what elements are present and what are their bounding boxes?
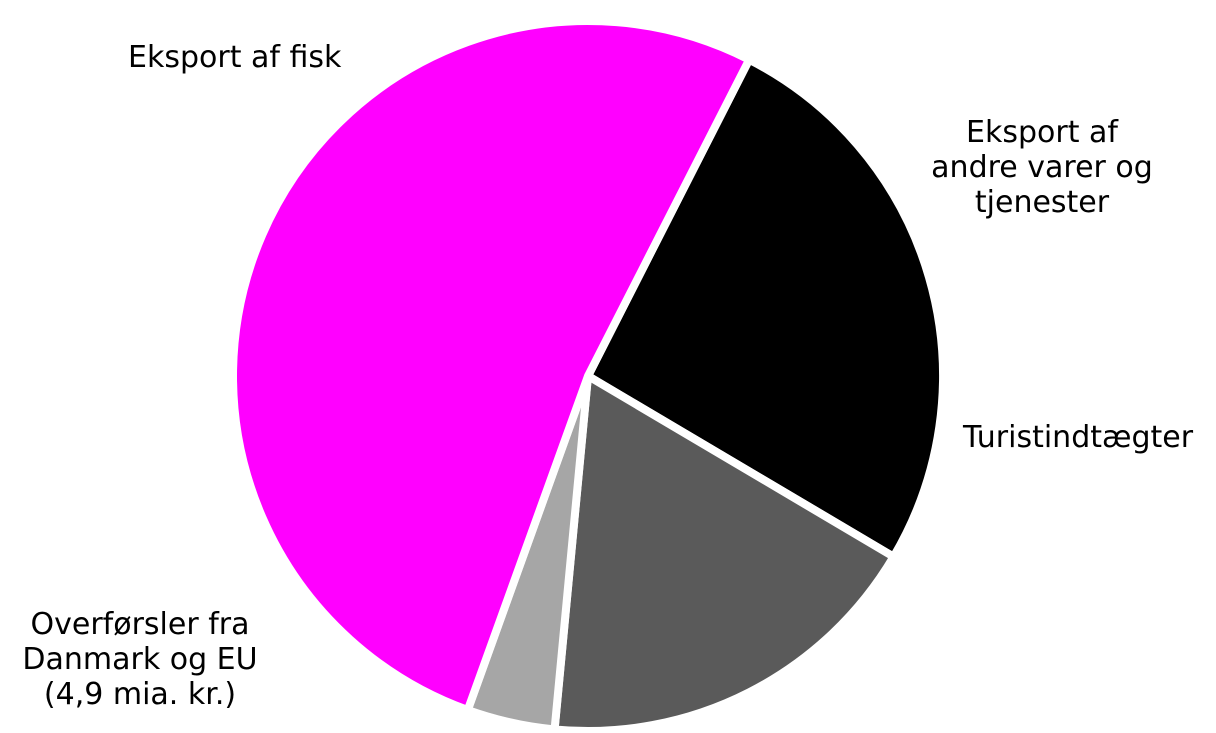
pie-slice-0 [584,55,947,561]
slice-label-line: Danmark og EU [22,642,258,677]
slice-label-turistindtaegter: Turistindtægter [963,420,1193,455]
slice-label-line: Eksport af [966,115,1118,150]
slice-label-line: (4,9 mia. kr.) [43,677,237,712]
slice-label-overfoersler: Overførsler fra Danmark og EU (4,9 mia. … [5,607,275,712]
pie-slice-3 [229,17,754,715]
slice-label-line: andre varer og [931,150,1153,185]
slice-label-line: Eksport af fisk [128,40,342,75]
slice-label-line: tjenester [974,185,1110,220]
slice-label-eksport-af-fisk: Eksport af fisk [128,40,341,75]
slice-label-eksport-andre-varer: Eksport af andre varer og tjenester [912,115,1172,220]
slice-label-line: Turistindtægter [963,420,1194,455]
slice-label-line: Overførsler fra [30,607,250,642]
